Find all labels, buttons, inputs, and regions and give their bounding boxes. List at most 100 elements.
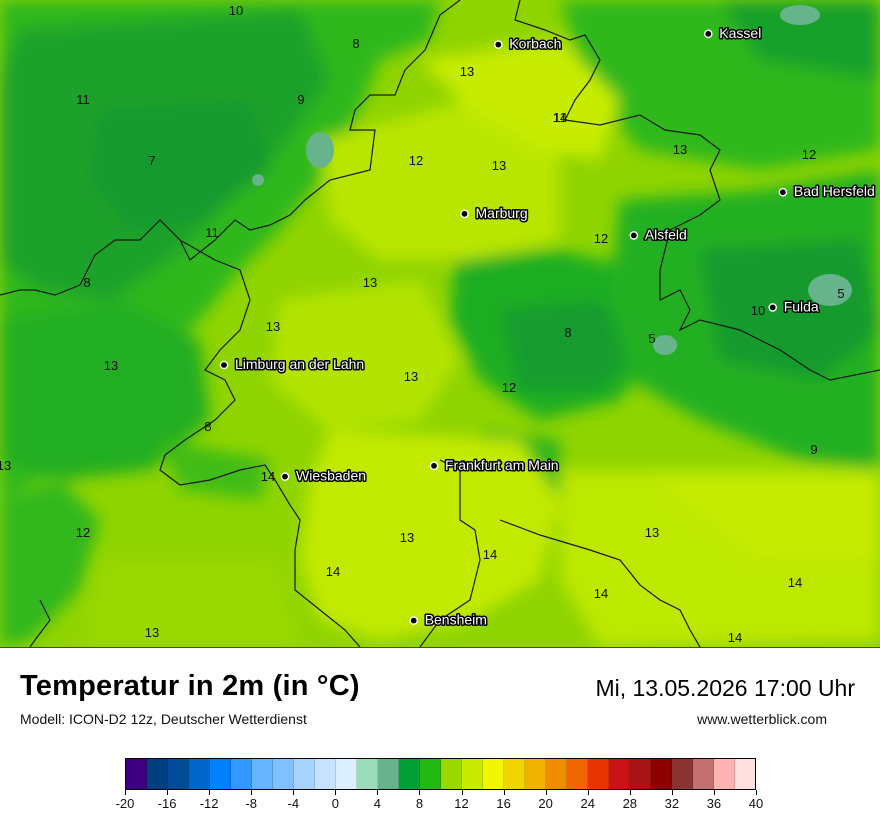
legend-tick bbox=[125, 790, 126, 795]
city-markers: Kassel Korbach Bad Hersfeld Marburg Alsfeld F… bbox=[219, 23, 876, 629]
legend-color-cell bbox=[399, 759, 420, 789]
city-label: Frankfurt am Main bbox=[445, 457, 559, 473]
city-dot bbox=[409, 616, 419, 625]
city-frankfurt-am-main: Frankfurt am Main bbox=[429, 455, 560, 474]
legend-color-cell bbox=[126, 759, 147, 789]
city-dot bbox=[219, 360, 229, 370]
temperature-value: 11 bbox=[553, 110, 567, 125]
temperature-value: 9 bbox=[297, 92, 304, 107]
city-fulda: Fulda bbox=[768, 297, 820, 316]
legend-color-cell bbox=[525, 759, 546, 789]
legend-color-cell bbox=[546, 759, 567, 789]
temperature-value: 8 bbox=[204, 419, 211, 434]
legend-color-cell bbox=[483, 759, 504, 789]
legend-tick bbox=[209, 790, 211, 795]
legend-color-cell bbox=[651, 759, 672, 789]
legend-tick-label: -8 bbox=[245, 796, 257, 811]
city-korbach: Korbach bbox=[493, 34, 563, 53]
legend-tick bbox=[629, 790, 631, 795]
temperature-value: 14 bbox=[594, 586, 608, 601]
city-dot bbox=[280, 472, 290, 481]
temperature-value: 13 bbox=[460, 64, 474, 79]
temperature-value: 12 bbox=[594, 231, 608, 246]
legend-tick-label: 16 bbox=[496, 796, 511, 811]
legend-color-cell bbox=[630, 759, 651, 789]
legend-tick bbox=[251, 790, 253, 795]
temperature-value: 12 bbox=[76, 525, 90, 540]
legend-color-cell bbox=[672, 759, 693, 789]
city-dot bbox=[460, 209, 469, 219]
city-dot bbox=[429, 461, 439, 471]
legend-color-cell bbox=[315, 759, 336, 789]
legend-tick-label: -12 bbox=[199, 796, 219, 811]
city-label: Fulda bbox=[784, 298, 819, 314]
legend-color-cell bbox=[420, 759, 441, 789]
legend-color-cell bbox=[147, 759, 168, 789]
cool-spots bbox=[252, 5, 852, 355]
forecast-datetime: Mi, 13.05.2026 17:00 Uhr bbox=[595, 675, 855, 701]
temperature-value: 11 bbox=[76, 92, 90, 107]
city-limburg-an-der-lahn: Limburg an der Lahn bbox=[219, 355, 366, 374]
legend-color-cell bbox=[714, 759, 735, 789]
legend-color-cell bbox=[189, 759, 210, 789]
temperature-value: 13 bbox=[673, 142, 687, 157]
legend-color-cell bbox=[357, 759, 378, 789]
legend-color-cell bbox=[273, 759, 294, 789]
legend-tick bbox=[587, 790, 589, 795]
city-label: Kassel bbox=[719, 25, 761, 41]
legend-tick-label: -4 bbox=[287, 796, 300, 811]
temperature-value: 13 bbox=[492, 158, 506, 173]
temperature-value: 14 bbox=[788, 575, 802, 590]
legend-tick bbox=[503, 790, 505, 795]
city-wiesbaden: Wiesbaden bbox=[280, 466, 368, 485]
temperature-value: 11 bbox=[205, 225, 219, 240]
legend-color-cell bbox=[210, 759, 231, 789]
temperature-value: 14 bbox=[728, 630, 742, 645]
temperature-value: 14 bbox=[553, 110, 567, 125]
legend-tick-label: 8 bbox=[415, 796, 424, 811]
temperature-value: 9 bbox=[459, 457, 466, 472]
map-title: Temperatur in 2m (in °C) bbox=[20, 670, 360, 702]
temperature-value: 10 bbox=[229, 3, 243, 18]
city-label: Bensheim bbox=[425, 612, 487, 628]
legend-tick-label: 36 bbox=[706, 796, 722, 811]
color-scale-legend bbox=[125, 758, 756, 790]
temperature-value: 5 bbox=[648, 331, 655, 346]
temperature-value: 12 bbox=[409, 153, 423, 168]
temperature-value: 12 bbox=[802, 147, 816, 162]
city-dot bbox=[778, 187, 788, 197]
legend-tick bbox=[461, 790, 463, 795]
legend-color-cell bbox=[231, 759, 252, 789]
legend-tick-label: 4 bbox=[373, 796, 381, 811]
legend-color-cell bbox=[609, 759, 630, 789]
legend-tick bbox=[671, 790, 673, 795]
legend-tick bbox=[419, 790, 421, 795]
legend-color-cell bbox=[462, 759, 483, 789]
state-borders bbox=[0, 0, 880, 647]
city-label: Bad Hersfeld bbox=[794, 183, 875, 199]
legend-tick-label: 32 bbox=[664, 796, 680, 811]
website-link[interactable]: www.wetterblick.com bbox=[697, 711, 827, 727]
footer: Temperatur in 2m (in °C) Modell: ICON-D2… bbox=[0, 648, 880, 830]
city-dot bbox=[629, 231, 639, 240]
temperature-value: 13 bbox=[145, 625, 159, 640]
legend-color-cell bbox=[378, 759, 399, 789]
city-marburg: Marburg bbox=[460, 203, 529, 222]
temperature-value: 14 bbox=[326, 564, 340, 579]
legend-color-cell bbox=[504, 759, 525, 789]
legend-color-cell bbox=[567, 759, 588, 789]
legend-tick bbox=[293, 790, 295, 795]
legend-tick-label: 12 bbox=[454, 796, 469, 811]
temperature-value: 10 bbox=[751, 303, 765, 318]
legend-color-cell bbox=[588, 759, 609, 789]
legend-tick-label: 28 bbox=[622, 796, 638, 811]
temperature-value: 14 bbox=[261, 469, 275, 484]
legend-tick bbox=[545, 790, 547, 795]
city-label: Korbach bbox=[509, 36, 561, 52]
temperature-labels: 10 8 13 11 9 14 7 12 13 13 12 11 12 8 13 5 13 10 13 8 5 13 13 1… bbox=[0, 3, 845, 645]
temperature-value: 13 bbox=[400, 530, 414, 545]
legend-color-cell bbox=[336, 759, 357, 789]
city-dot bbox=[493, 40, 503, 49]
legend-tick bbox=[713, 790, 715, 795]
temperature-value: 8 bbox=[564, 325, 571, 340]
